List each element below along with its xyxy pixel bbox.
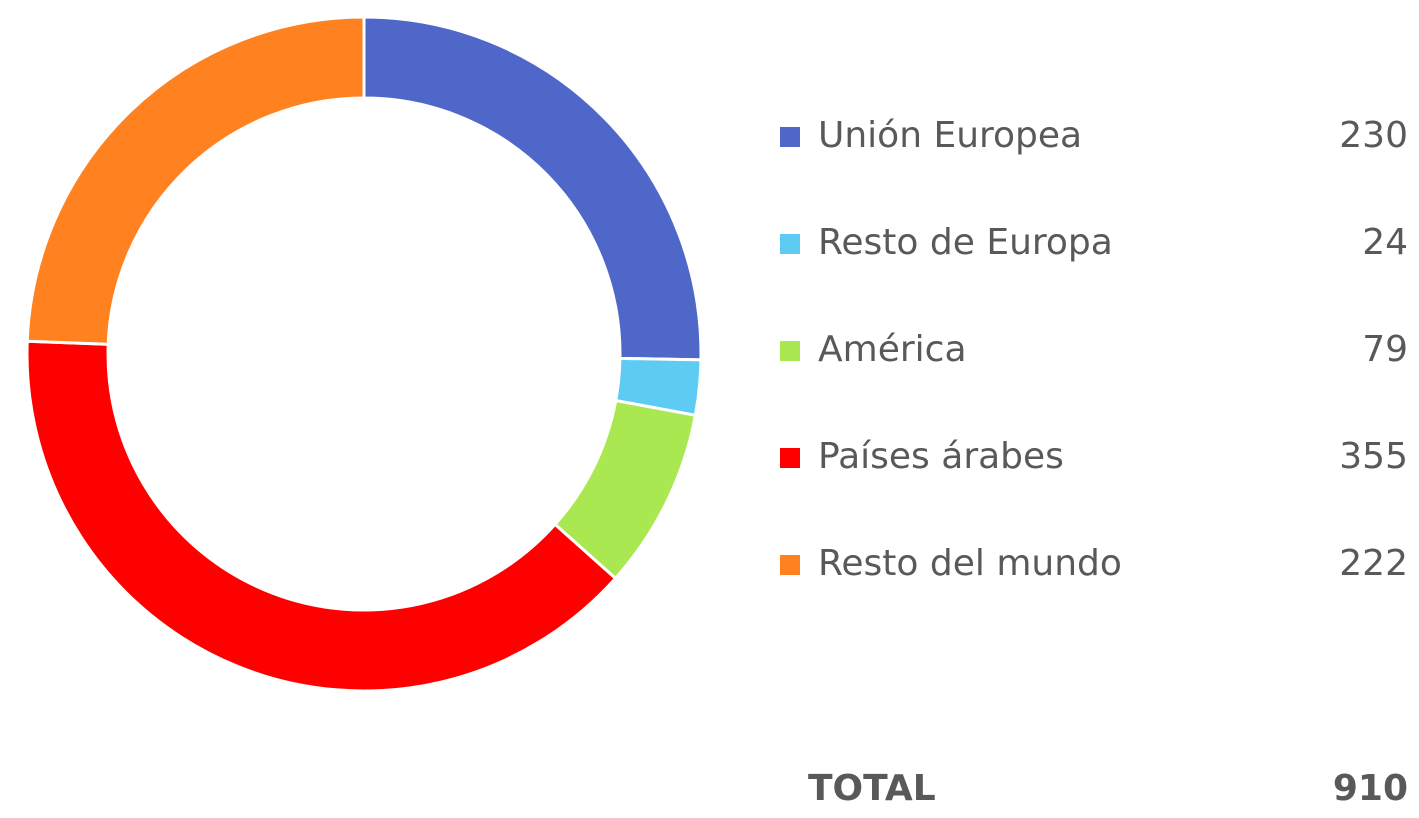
legend-swatch bbox=[780, 341, 800, 361]
legend-swatch bbox=[780, 448, 800, 468]
total-value: 910 bbox=[1333, 768, 1408, 809]
legend-value: 24 bbox=[1362, 222, 1408, 263]
legend-label: Unión Europea bbox=[818, 115, 1082, 156]
legend-label: América bbox=[818, 329, 967, 370]
legend-value: 355 bbox=[1339, 436, 1408, 477]
legend-swatch bbox=[780, 234, 800, 254]
legend-label: Resto de Europa bbox=[818, 222, 1113, 263]
donut-segment bbox=[362, 15, 703, 362]
legend-swatch bbox=[780, 555, 800, 575]
donut-segment bbox=[25, 339, 618, 693]
legend-label: Resto del mundo bbox=[818, 543, 1122, 584]
legend-swatch bbox=[780, 127, 800, 147]
legend-value: 222 bbox=[1339, 543, 1408, 584]
legend-label: Países árabes bbox=[818, 436, 1064, 477]
legend-value: 79 bbox=[1362, 329, 1408, 370]
total-label: TOTAL bbox=[808, 768, 936, 809]
legend-value: 230 bbox=[1339, 115, 1408, 156]
donut-segment bbox=[25, 15, 366, 346]
